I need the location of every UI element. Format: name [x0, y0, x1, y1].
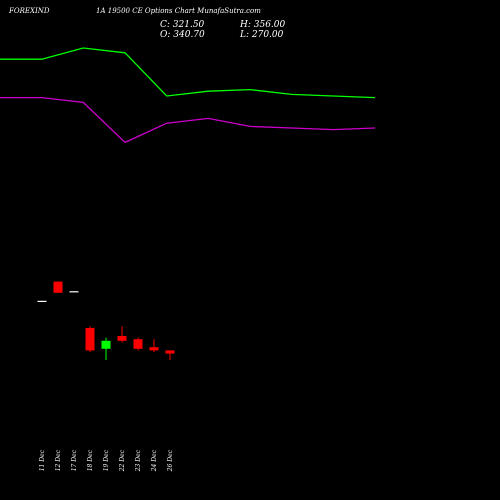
date-tick-label: 23 Dec — [135, 449, 142, 472]
date-tick-label: 22 Dec — [119, 449, 126, 472]
candles-group — [37, 281, 175, 360]
symbol-label: FOREXIND — [8, 7, 50, 15]
open-label: O: 340.70 — [160, 30, 205, 40]
high-label: H: 356.00 — [239, 20, 286, 30]
date-ticks-group: 11 Dec 12 Dec 17 Dec 18 Dec 19 Dec 22 Dec 23 D… — [39, 449, 174, 472]
date-tick-label: 26 Dec — [167, 449, 174, 472]
candle-body — [53, 281, 63, 293]
candle-body — [165, 350, 175, 354]
date-tick-label: 19 Dec — [103, 449, 110, 471]
date-tick-label: 12 Dec — [55, 449, 62, 471]
candle-body — [133, 339, 143, 349]
date-tick-label: 18 Dec — [87, 449, 94, 471]
upper-band-line — [0, 47, 376, 99]
candle-body — [85, 328, 95, 351]
contract-label: 1A 19500 CE Options Chart MunafaSutra.co… — [96, 7, 261, 15]
date-tick-label: 17 Dec — [71, 449, 78, 471]
candle-body — [69, 291, 79, 293]
lower-band-line — [0, 96, 376, 144]
candle-body — [101, 340, 111, 349]
candle-body — [117, 336, 127, 341]
low-label: L: 270.00 — [239, 30, 284, 40]
date-tick-label: 11 Dec — [39, 449, 46, 471]
candle-body — [37, 300, 47, 302]
candle-body — [149, 347, 159, 351]
close-label: C: 321.50 — [160, 20, 205, 30]
date-tick-label: 24 Dec — [151, 449, 158, 472]
